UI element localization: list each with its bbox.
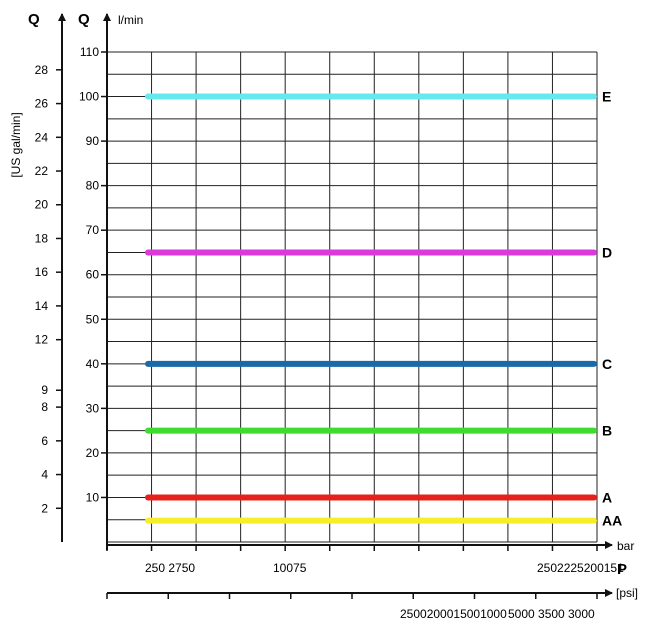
left-y-axis-tick-label: 14	[35, 299, 49, 313]
psi-axis-tick-label: 2500200015001000	[400, 607, 507, 621]
pressure-axis-quantity: P	[617, 561, 627, 578]
main-y-axis-quantity: Q	[78, 11, 90, 28]
bar-axis-tick-label: 250 2750	[145, 561, 195, 575]
left-y-axis-tick-label: 6	[41, 434, 48, 448]
left-y-axis-tick-label: 18	[35, 231, 49, 245]
main-y-axis-tick-label: 80	[86, 179, 100, 193]
main-y-axis-tick-label: 40	[86, 357, 100, 371]
left-y-axis-tick-label: 9	[41, 383, 48, 397]
series-label-a: A	[602, 489, 612, 505]
left-y-axis-quantity: Q	[28, 11, 40, 28]
chart-grid	[106, 51, 598, 543]
bar-axis-tick-label: 10075	[273, 561, 307, 575]
left-y-axis-tick-label: 16	[35, 265, 49, 279]
main-y-axis-tick-label: 110	[80, 45, 99, 59]
main-y-axis-tick-label: 20	[86, 446, 100, 460]
left-y-axis-tick-label: 8	[41, 400, 48, 414]
left-y-axis-tick-label: 28	[35, 63, 49, 77]
main-y-axis-tick-label: 100	[79, 90, 99, 104]
left-y-axis-tick-label: 24	[35, 130, 49, 144]
psi-axis-unit: [psi]	[616, 586, 638, 600]
main-y-axis-tick-label: 50	[86, 312, 100, 326]
main-y-axis-tick-label: 70	[86, 223, 100, 237]
bar-axis-tick-label: 2502225200151	[537, 561, 624, 575]
left-y-axis-tick-label: 4	[41, 468, 48, 482]
bar-axis-unit: bar	[617, 539, 634, 553]
main-y-axis-tick-label: 60	[86, 268, 100, 282]
left-y-axis-unit: [US gal/min]	[9, 112, 23, 177]
main-y-axis-tick-label: 10	[86, 490, 100, 504]
left-y-axis-tick-label: 26	[35, 97, 49, 111]
chart-axes: 1020304050607080901001102468912141618202…	[35, 13, 613, 599]
series-label-aa: AA	[602, 513, 622, 529]
psi-axis-tick-label: 5000 3500	[508, 607, 565, 621]
series-label-e: E	[602, 89, 611, 105]
main-y-axis-unit: l/min	[118, 13, 143, 27]
series-label-b: B	[602, 423, 612, 439]
series-label-c: C	[602, 356, 612, 372]
left-y-axis-tick-label: 22	[35, 164, 49, 178]
left-y-axis-tick-label: 2	[41, 501, 48, 515]
main-y-axis-tick-label: 30	[86, 401, 100, 415]
series-label-d: D	[602, 244, 612, 260]
left-y-axis-tick-label: 12	[35, 333, 49, 347]
left-y-axis-tick-label: 20	[35, 198, 49, 212]
psi-axis-tick-label: 3000	[568, 607, 595, 621]
main-y-axis-tick-label: 90	[86, 134, 100, 148]
